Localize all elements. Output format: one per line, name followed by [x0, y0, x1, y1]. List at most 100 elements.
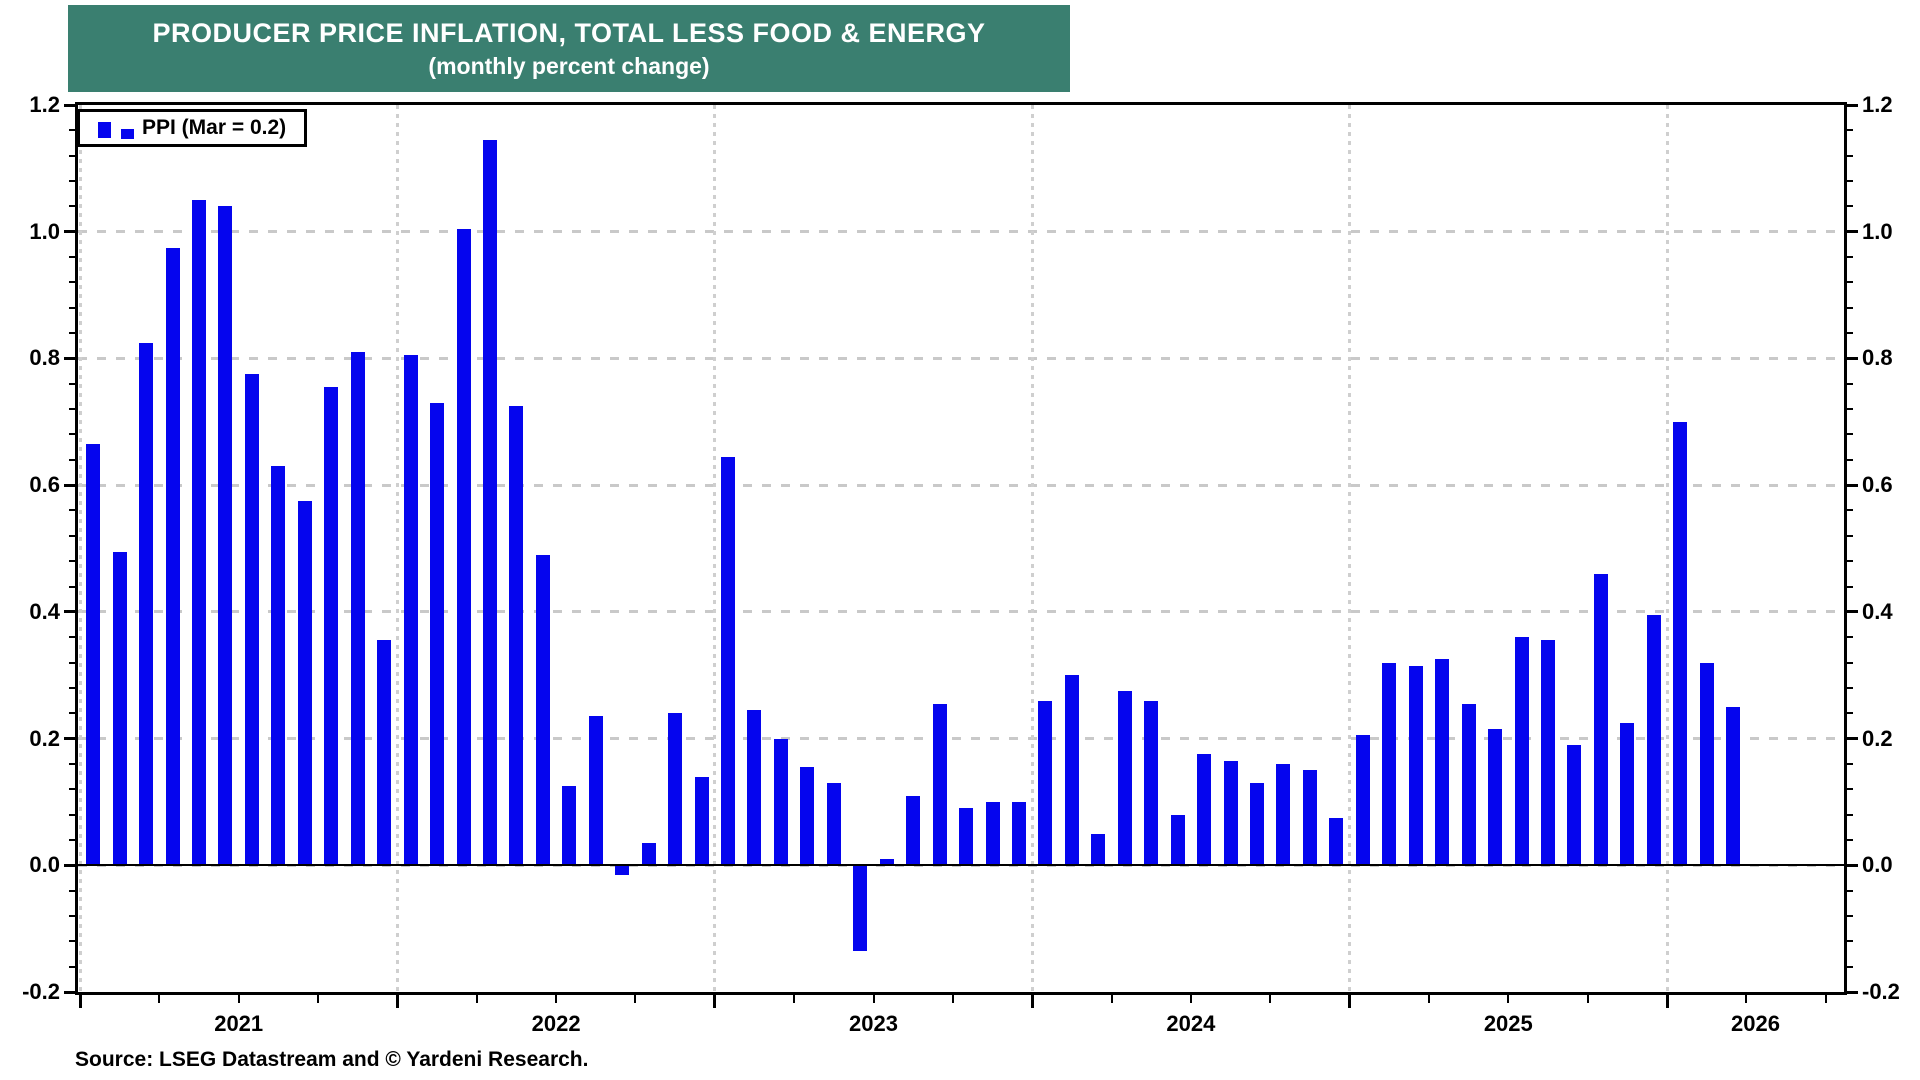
bar-sep-2021: [297, 500, 312, 866]
y-gridline-0.2: [78, 737, 1844, 741]
chart-title: PRODUCER PRICE INFLATION, TOTAL LESS FOO…: [152, 17, 986, 48]
y-minor-tick-left: [69, 636, 75, 639]
y-axis-label-left-0.4: 0.4: [29, 598, 60, 624]
y-minor-tick-right: [1847, 636, 1853, 639]
y-major-tick-left: [64, 483, 75, 487]
bar-aug-2025: [1540, 640, 1555, 866]
bar-oct-2025: [1593, 573, 1608, 866]
bar-feb-2024: [1064, 675, 1079, 866]
x-minor-tick: [1824, 995, 1827, 1003]
y-minor-tick-left: [69, 661, 75, 664]
x-major-tick-2026: [1665, 995, 1669, 1008]
y-minor-tick-right: [1847, 889, 1853, 892]
x-major-tick-2023: [713, 995, 717, 1008]
bar-mar-2023: [773, 738, 788, 866]
y-minor-tick-right: [1847, 180, 1853, 183]
bar-oct-2021: [324, 386, 339, 866]
x-minor-tick: [158, 995, 161, 1003]
y-major-tick-right: [1847, 356, 1858, 360]
x-minor-tick: [872, 995, 875, 1003]
x-major-tick-2022: [395, 995, 399, 1008]
bar-feb-2025: [1382, 662, 1397, 866]
y-minor-tick-right: [1847, 560, 1853, 563]
year-label-2026: 2026: [1731, 1011, 1780, 1036]
bar-apr-2025: [1435, 659, 1450, 866]
y-axis-label-left-0.0: 0.0: [29, 852, 60, 878]
y-minor-tick-left: [69, 256, 75, 259]
bar-may-2023: [826, 782, 841, 866]
y-minor-tick-right: [1847, 129, 1853, 132]
y-minor-tick-right: [1847, 838, 1853, 841]
bar-nov-2025: [1620, 722, 1635, 866]
y-major-tick-left: [64, 610, 75, 614]
bar-sep-2023: [932, 703, 947, 866]
x-minor-tick: [475, 995, 478, 1003]
y-minor-tick-left: [69, 180, 75, 183]
y-gridline-1.0: [78, 230, 1844, 234]
y-axis-label-left-1.2: 1.2: [29, 92, 60, 117]
y-major-tick-left: [64, 990, 75, 994]
x-minor-tick: [1745, 995, 1748, 1003]
bar-jun-2023: [853, 865, 868, 951]
y-minor-tick-left: [69, 408, 75, 411]
y-minor-tick-left: [69, 560, 75, 563]
bar-nov-2022: [668, 713, 683, 866]
x-gridline-2025: [1348, 105, 1352, 992]
y-minor-tick-left: [69, 382, 75, 385]
y-major-tick-left: [64, 356, 75, 360]
x-minor-tick: [1427, 995, 1430, 1003]
chart-title-banner: PRODUCER PRICE INFLATION, TOTAL LESS FOO…: [68, 5, 1070, 92]
x-major-tick-2021: [78, 995, 82, 1008]
x-minor-tick: [317, 995, 320, 1003]
y-gridline-0.8: [78, 356, 1844, 360]
y-minor-tick-right: [1847, 965, 1853, 968]
bar-may-2025: [1461, 703, 1476, 866]
y-axis-label-right-1.0: 1.0: [1862, 218, 1893, 244]
y-major-tick-right: [1847, 483, 1858, 487]
y-minor-tick-right: [1847, 762, 1853, 765]
y-minor-tick-left: [69, 788, 75, 791]
y-major-tick-right: [1847, 610, 1858, 614]
x-minor-tick: [951, 995, 954, 1003]
y-minor-tick-left: [69, 433, 75, 436]
bar-jan-2022: [403, 355, 418, 866]
bar-aug-2022: [588, 716, 603, 866]
y-major-tick-right: [1847, 103, 1858, 107]
year-label-2021: 2021: [214, 1011, 264, 1036]
bar-mar-2022: [456, 228, 471, 866]
y-minor-tick-right: [1847, 382, 1853, 385]
y-minor-tick-left: [69, 129, 75, 132]
bar-aug-2021: [271, 466, 286, 866]
y-minor-tick-right: [1847, 585, 1853, 588]
y-minor-tick-right: [1847, 686, 1853, 689]
y-minor-tick-right: [1847, 509, 1853, 512]
x-gridline-2021: [78, 105, 82, 992]
x-minor-tick: [634, 995, 637, 1003]
y-axis-label-right--0.2: -0.2: [1862, 979, 1900, 1004]
y-minor-tick-right: [1847, 914, 1853, 917]
y-minor-tick-left: [69, 332, 75, 335]
y-minor-tick-left: [69, 762, 75, 765]
bar-jan-2023: [721, 456, 736, 866]
bar-may-2022: [509, 405, 524, 866]
bar-jan-2024: [1038, 700, 1053, 866]
plot-area: -0.2 -0.2 0.0 0.0 0.2 0.2 0.4 0.4 0.6 0.6 0.8 0.8 1.…: [22, 94, 1900, 1037]
y-minor-tick-right: [1847, 281, 1853, 284]
y-minor-tick-left: [69, 965, 75, 968]
bar-feb-2022: [430, 402, 445, 866]
y-minor-tick-left: [69, 154, 75, 157]
y-axis-label-right-0.8: 0.8: [1862, 345, 1893, 371]
y-axis-label-right-0.2: 0.2: [1862, 725, 1893, 751]
bar-sep-2022: [615, 865, 630, 875]
chart-subtitle: (monthly percent change): [428, 52, 710, 79]
y-axis-label-left-0.2: 0.2: [29, 725, 60, 751]
year-label-2025: 2025: [1483, 1011, 1533, 1036]
y-minor-tick-right: [1847, 813, 1853, 816]
y-minor-tick-right: [1847, 458, 1853, 461]
x-minor-tick: [1586, 995, 1589, 1003]
y-minor-tick-right: [1847, 256, 1853, 259]
year-label-2022: 2022: [531, 1011, 581, 1036]
y-minor-tick-left: [69, 686, 75, 689]
x-major-tick-2024: [1030, 995, 1034, 1008]
